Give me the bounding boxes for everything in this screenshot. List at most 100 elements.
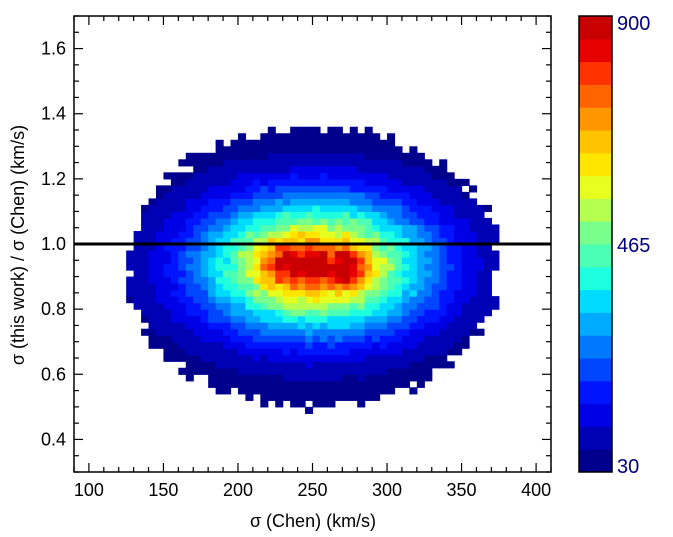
density-cell xyxy=(387,315,396,323)
density-cell xyxy=(237,244,247,252)
density-cell xyxy=(215,178,224,186)
colorbar-swatch xyxy=(579,358,612,382)
density-cell xyxy=(260,309,269,317)
density-cell xyxy=(461,283,470,291)
density-cell xyxy=(401,185,410,193)
density-cell xyxy=(282,178,291,186)
density-cell xyxy=(476,283,485,291)
density-cell xyxy=(349,354,358,362)
density-cell xyxy=(416,165,425,173)
density-cell xyxy=(275,393,284,401)
density-cell xyxy=(290,400,299,408)
density-cell xyxy=(237,270,247,278)
density-cell xyxy=(252,159,261,167)
density-cell xyxy=(401,263,410,271)
density-cell xyxy=(305,257,314,265)
density-cell xyxy=(297,250,306,258)
density-cell xyxy=(223,211,232,219)
density-cell xyxy=(267,341,276,349)
density-cell xyxy=(193,217,202,226)
density-cell xyxy=(409,296,418,304)
density-cell xyxy=(193,165,202,173)
density-cell xyxy=(312,309,321,317)
density-cell xyxy=(282,263,291,271)
density-cell xyxy=(431,361,440,369)
density-cell xyxy=(208,380,217,388)
density-cell xyxy=(439,361,448,369)
density-cell xyxy=(223,328,232,336)
density-cell xyxy=(439,348,448,356)
density-cell xyxy=(155,276,165,284)
density-cell xyxy=(200,211,209,219)
density-cell xyxy=(349,335,358,343)
density-cell xyxy=(379,217,388,226)
density-cell xyxy=(334,126,343,134)
density-cell xyxy=(312,393,321,401)
density-cell xyxy=(454,270,463,278)
density-cell xyxy=(208,165,217,173)
density-cell xyxy=(223,296,232,304)
density-cell xyxy=(334,328,343,336)
density-cell xyxy=(401,348,410,356)
density-cell xyxy=(155,263,165,271)
density-cell xyxy=(282,217,291,226)
density-cell xyxy=(245,380,254,388)
density-cell xyxy=(193,361,202,369)
density-cell xyxy=(409,302,418,310)
density-cell xyxy=(297,361,306,369)
density-cell xyxy=(312,263,321,271)
density-cell xyxy=(290,204,299,213)
density-cell xyxy=(431,257,440,265)
density-cell xyxy=(394,191,403,199)
density-cell xyxy=(364,393,373,401)
density-cell xyxy=(409,270,418,278)
density-cell xyxy=(208,374,217,382)
density-cell xyxy=(223,309,232,317)
colorbar-swatch xyxy=(579,312,612,336)
density-cell xyxy=(223,204,232,213)
density-cell xyxy=(409,348,418,356)
density-cell xyxy=(327,380,336,388)
density-cell xyxy=(372,133,381,141)
density-cell xyxy=(208,289,217,297)
density-cell xyxy=(297,217,306,226)
density-cell xyxy=(349,159,358,167)
density-cell xyxy=(431,204,440,213)
density-cell xyxy=(387,335,396,343)
density-cell xyxy=(148,276,157,284)
density-cell xyxy=(357,146,366,154)
density-cell xyxy=(357,348,366,356)
density-cell xyxy=(401,244,410,252)
y-tick-label: 0.8 xyxy=(41,299,66,319)
density-cell xyxy=(260,191,269,199)
density-cell xyxy=(163,309,172,317)
density-cell xyxy=(275,374,284,382)
density-cell xyxy=(215,172,224,180)
y-tick-label: 1.6 xyxy=(41,39,66,59)
colorbar-swatch xyxy=(579,107,612,131)
density-cell xyxy=(342,322,351,330)
density-cell xyxy=(431,296,440,304)
density-cell xyxy=(178,250,187,258)
density-cell xyxy=(401,230,410,239)
density-cell xyxy=(282,211,291,219)
density-cell xyxy=(372,302,381,310)
density-cell xyxy=(290,250,299,258)
density-cell xyxy=(372,257,381,265)
density-cell xyxy=(387,374,396,382)
density-cell xyxy=(483,270,492,278)
density-cell xyxy=(454,341,463,349)
density-cell xyxy=(349,302,358,310)
density-cell xyxy=(155,270,165,278)
density-cell xyxy=(349,296,358,304)
density-cell xyxy=(319,374,328,382)
density-cell xyxy=(379,224,388,232)
density-cell xyxy=(170,237,179,245)
density-cell xyxy=(334,322,343,330)
density-cell xyxy=(237,191,247,199)
density-cell xyxy=(312,283,321,291)
density-cell xyxy=(454,244,463,252)
density-cell xyxy=(282,224,291,232)
density-cell xyxy=(416,237,425,245)
density-cell xyxy=(431,270,440,278)
